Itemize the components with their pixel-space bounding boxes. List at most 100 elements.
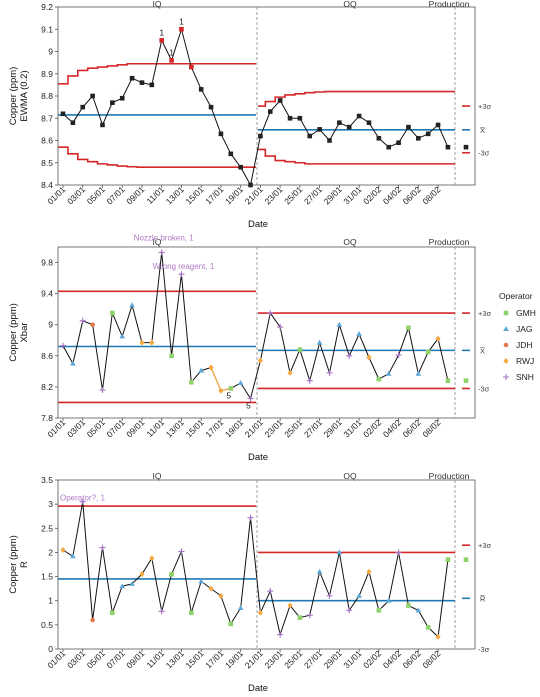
- xbar-point: [178, 271, 185, 278]
- xbar-point: [435, 335, 441, 342]
- ewma-lcl-iq: [58, 146, 256, 168]
- xbar-y-tick-label: 7.8: [41, 413, 53, 423]
- ewma-point: [248, 182, 253, 188]
- range-annotation: Operator?, 1: [60, 494, 105, 503]
- xbar-point: [70, 360, 76, 366]
- xbar-point: [415, 370, 422, 376]
- ewma-y-tick-label: 9.1: [41, 24, 53, 34]
- range-panel: IQ OQ Production 0 0.5 1 1.5 2 2.5 3 3.5 Copper (pp…: [8, 471, 492, 694]
- ewma-point: [80, 104, 86, 110]
- range-phase-label-iq: IQ: [153, 471, 162, 481]
- legend-marker-snh: [503, 374, 509, 380]
- range-point: [139, 571, 145, 578]
- xbar-point: [169, 353, 174, 359]
- ewma-point: [198, 87, 204, 92]
- legend-marker-rwj: [503, 358, 509, 364]
- legend-label-gmh: GMH: [516, 308, 536, 318]
- xbar-x-tick-label: 27/01: [302, 417, 324, 439]
- range-y-tick-label: 2.5: [41, 523, 53, 533]
- ewma-x-tick-label: 04/02: [381, 184, 403, 206]
- ewma-lcl-label: -3σ: [478, 149, 490, 158]
- xbar-annotation: Nozzle broken, 1: [134, 233, 195, 242]
- range-point: [237, 604, 244, 610]
- range-x-tick-label: 04/02: [381, 648, 403, 670]
- ewma-point: [277, 98, 283, 103]
- range-point: [99, 544, 106, 551]
- xbar-point: [149, 339, 155, 346]
- xbar-x-tick-label: 19/01: [223, 417, 245, 439]
- xbar-point: [306, 377, 313, 384]
- ewma-x-tick-label: 17/01: [203, 184, 225, 206]
- xbar-point: [346, 352, 353, 359]
- xbar-flag-label: 5: [226, 390, 231, 400]
- range-x-tick-label: 23/01: [262, 648, 284, 670]
- xbar-y-tick-label: 8.2: [41, 382, 53, 392]
- ewma-point: [189, 64, 194, 70]
- range-point: [228, 621, 234, 627]
- ewma-point: [337, 120, 342, 125]
- xbar-x-tick-label: 03/01: [65, 417, 87, 439]
- xbar-y-axis-title: Copper (ppm): [8, 303, 19, 362]
- range-x-tick-label: 29/01: [322, 648, 344, 670]
- ewma-x-tick-label: 03/01: [65, 184, 87, 206]
- range-y-tick-label: 1.5: [41, 572, 53, 582]
- range-point: [435, 633, 441, 640]
- xbar-production-point: [463, 378, 469, 383]
- legend-marker-jag: [503, 326, 509, 331]
- range-ucl-label: +3σ: [478, 541, 492, 550]
- ewma-x-tick-label: 11/01: [144, 184, 166, 206]
- ewma-point: [396, 140, 401, 146]
- ewma-point: [90, 93, 95, 99]
- xbar-point: [189, 379, 194, 385]
- ewma-point: [208, 104, 214, 110]
- ewma-point: [139, 80, 145, 85]
- ewma-x-tick-label: 25/01: [282, 184, 304, 206]
- ewma-point: [119, 95, 125, 101]
- xbar-x-tick-label: 13/01: [164, 417, 186, 439]
- ewma-lcl-oq: [258, 148, 455, 165]
- ewma-flag-label: 1: [169, 47, 174, 57]
- range-x-axis-title: Date: [248, 683, 268, 694]
- range-x-tick-label: 02/02: [361, 648, 383, 670]
- range-x-tick-label: 13/01: [164, 648, 186, 670]
- range-y-tick-label: 2: [48, 547, 53, 557]
- ewma-point: [297, 115, 303, 121]
- range-y-tick-label: 0.5: [41, 620, 53, 630]
- range-x-tick-label: 05/01: [85, 648, 107, 670]
- ewma-point: [386, 144, 392, 150]
- ewma-point: [406, 124, 411, 130]
- ewma-point: [267, 109, 273, 114]
- range-point: [110, 610, 115, 616]
- range-point: [297, 615, 303, 620]
- xbar-flag-label: 5: [246, 401, 251, 411]
- xbar-y-tick-label: 8.6: [41, 351, 53, 361]
- ewma-production-point: [463, 144, 469, 150]
- legend-label-jag: JAG: [516, 324, 533, 334]
- range-point: [90, 617, 95, 623]
- xbar-x-tick-label: 17/01: [203, 417, 225, 439]
- range-phase-label-oq: OQ: [343, 471, 357, 481]
- ewma-point: [366, 120, 372, 125]
- ewma-center-label: X̅: [479, 126, 485, 135]
- range-point: [306, 612, 313, 619]
- range-point: [326, 592, 333, 599]
- ewma-phase-label-oq: OQ: [343, 0, 357, 9]
- range-phase-label-production: Production: [429, 471, 470, 481]
- xbar-ucl-label: +3σ: [478, 309, 492, 318]
- range-point: [445, 557, 451, 562]
- range-point: [119, 583, 126, 589]
- xbar-x-tick-label: 29/01: [322, 417, 344, 439]
- ewma-point: [100, 122, 105, 128]
- ewma-point: [376, 135, 382, 141]
- xbar-point: [228, 386, 234, 391]
- range-point: [415, 607, 422, 613]
- xbar-x-tick-label: 21/01: [243, 417, 265, 439]
- range-x-tick-label: 17/01: [203, 648, 225, 670]
- ewma-y-tick-label: 8.5: [41, 158, 53, 168]
- xbar-x-tick-label: 04/02: [381, 417, 403, 439]
- ewma-point: [287, 115, 293, 121]
- xbar-point: [119, 333, 126, 339]
- xbar-x-tick-label: 05/01: [85, 417, 107, 439]
- range-x-tick-label: 07/01: [105, 648, 127, 670]
- ewma-phase-label-iq: IQ: [153, 0, 162, 9]
